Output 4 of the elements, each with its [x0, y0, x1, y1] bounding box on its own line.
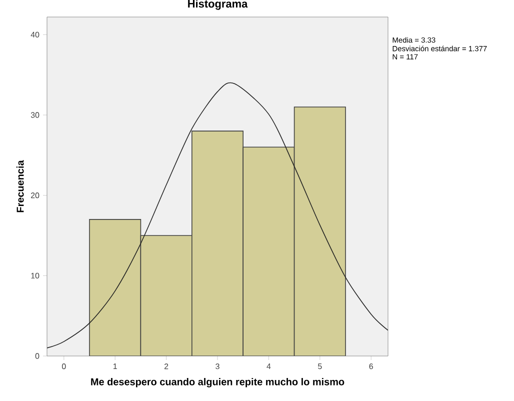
chart-title: Histograma: [188, 0, 248, 10]
line-series: [47, 82, 388, 348]
y-axis-title: Frecuencia: [16, 160, 24, 212]
x-axis-title: Me desespero cuando alguien repite mucho lo mismo: [91, 378, 344, 388]
